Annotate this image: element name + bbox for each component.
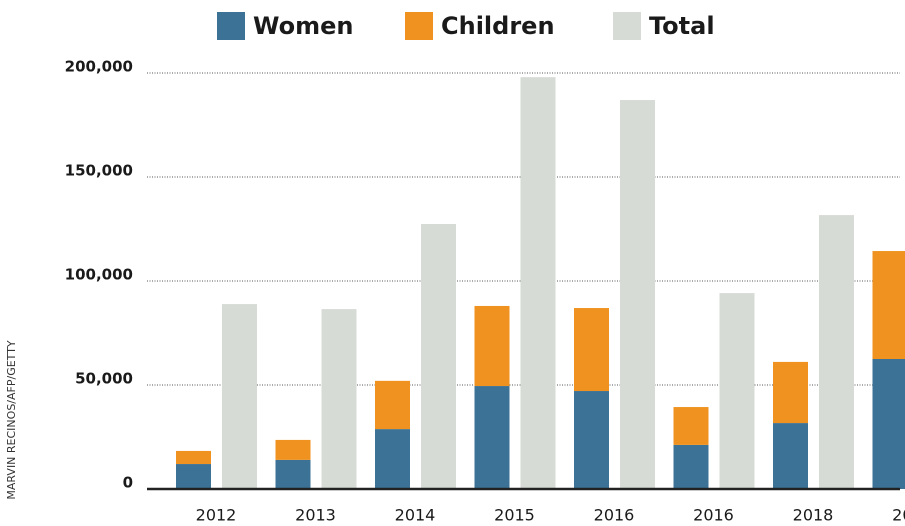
x-tick-label: 2012 <box>196 506 237 525</box>
bar <box>520 77 556 489</box>
bar-segment <box>872 359 905 489</box>
legend-swatch <box>405 12 433 40</box>
bar-segment <box>275 459 311 489</box>
bar <box>819 215 854 489</box>
bar-segment <box>176 450 211 465</box>
bar-segment <box>773 423 808 489</box>
bar-segment <box>375 429 410 489</box>
x-tick-label: 2016 <box>594 506 635 525</box>
y-tick-label: 50,000 <box>75 370 133 388</box>
y-tick-label: 200,000 <box>65 58 133 76</box>
photo-credit: MARVIN RECINOS/AFP/GETTY <box>5 340 18 500</box>
legend-label: Total <box>649 12 715 40</box>
y-tick-label: 100,000 <box>65 266 133 284</box>
bar-segment <box>474 386 510 489</box>
bar <box>620 100 655 489</box>
bar-segment <box>275 439 311 460</box>
bar <box>719 293 755 489</box>
legend-label: Women <box>253 12 353 40</box>
bar <box>321 309 357 489</box>
x-tick-label: 2014 <box>395 506 436 525</box>
bar-segment <box>872 251 905 359</box>
bar-segment <box>375 380 410 430</box>
legend-label: Children <box>441 12 555 40</box>
bar <box>222 304 257 489</box>
x-tick-label: 2018 <box>793 506 834 525</box>
legend-swatch <box>217 12 245 40</box>
bar-segment <box>673 444 709 489</box>
x-tick-label: 2015 <box>494 506 535 525</box>
y-tick-label: 150,000 <box>65 162 133 180</box>
bar-segment <box>176 464 211 489</box>
bar-segment <box>773 361 808 424</box>
bar-segment <box>474 305 510 387</box>
bar-segment <box>574 391 609 489</box>
bar-segment <box>673 407 709 445</box>
y-tick-label: 0 <box>123 474 133 492</box>
bar <box>421 224 456 489</box>
x-tick-label: 2013 <box>295 506 336 525</box>
bar-segment <box>574 308 609 392</box>
legend-swatch <box>613 12 641 40</box>
x-tick-label: 2019 <box>892 506 905 525</box>
x-tick-label: 2016 <box>693 506 734 525</box>
